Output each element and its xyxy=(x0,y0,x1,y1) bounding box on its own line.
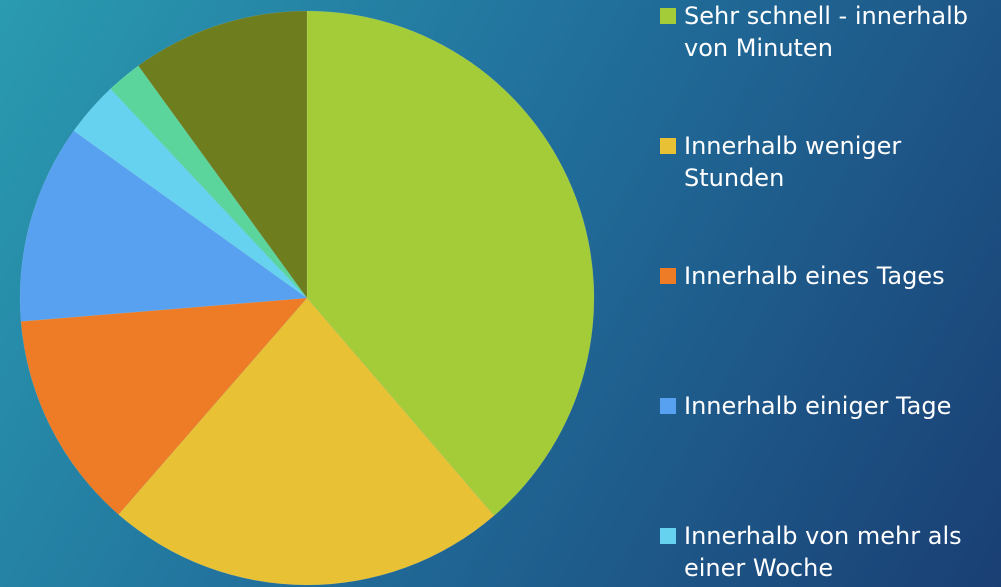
pie-slice xyxy=(137,10,308,299)
legend-item: Innerhalb eines Tages xyxy=(660,260,995,292)
pie-slice xyxy=(110,65,308,299)
pie-slice xyxy=(118,297,495,586)
pie-chart xyxy=(19,10,595,586)
legend-item: Innerhalb einiger Tage xyxy=(660,390,995,422)
pie-slice xyxy=(19,130,308,322)
legend-swatch xyxy=(660,268,676,284)
legend-label: Innerhalb eines Tages xyxy=(684,262,945,290)
legend-item: Sehr schnell - innerhalb von Minuten xyxy=(660,0,995,64)
legend-label: Sehr schnell - innerhalb von Minuten xyxy=(684,2,968,62)
legend-label: Innerhalb von mehr als einer Woche xyxy=(684,522,962,582)
legend-swatch xyxy=(660,398,676,414)
pie-slice xyxy=(20,297,308,515)
legend-label: Innerhalb weniger Stunden xyxy=(684,132,902,192)
legend-swatch xyxy=(660,8,676,24)
legend-swatch xyxy=(660,528,676,544)
legend: Sehr schnell - innerhalb von Minuten Inne… xyxy=(660,0,1001,587)
pie-slice xyxy=(73,88,308,299)
legend-item: Innerhalb weniger Stunden xyxy=(660,130,995,194)
pie-slice xyxy=(306,10,595,517)
legend-swatch xyxy=(660,138,676,154)
legend-item: Innerhalb von mehr als einer Woche xyxy=(660,520,995,584)
legend-label: Innerhalb einiger Tage xyxy=(684,392,952,420)
